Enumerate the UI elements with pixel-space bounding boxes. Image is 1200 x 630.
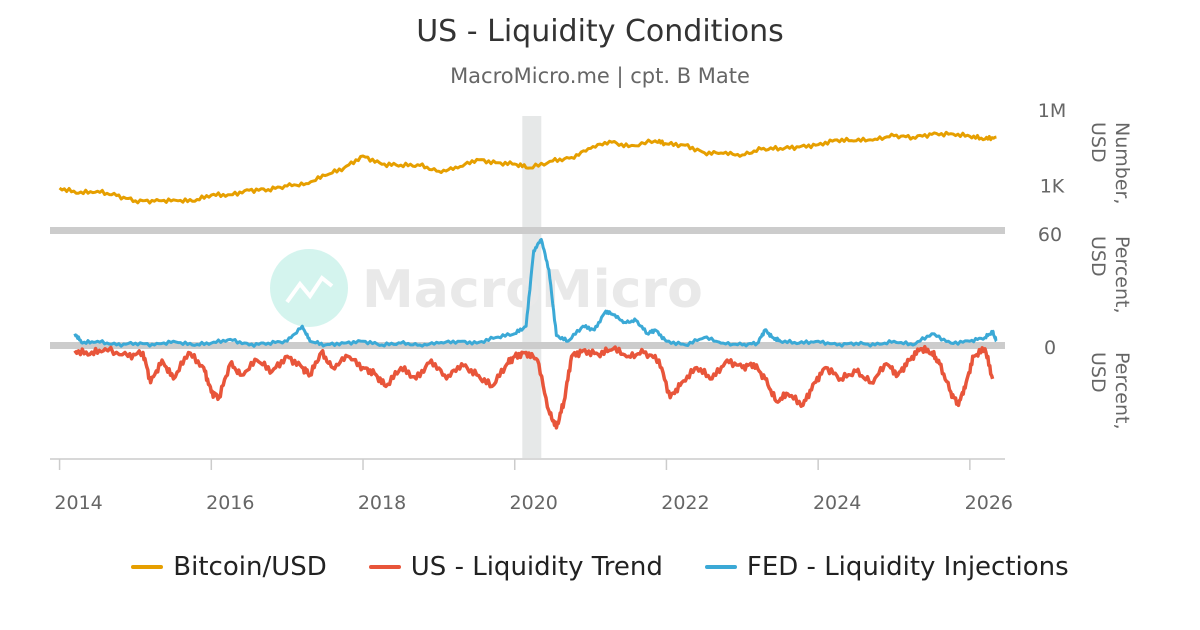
x-tick-label-2016: 2016 [206, 492, 254, 514]
y-tick-label-1M: 1M [1038, 100, 1066, 122]
chart-subtitle: MacroMicro.me | cpt. B Mate [450, 64, 750, 88]
legend-swatch-liquidity-trend [368, 565, 401, 569]
chart-title: US - Liquidity Conditions [416, 14, 784, 49]
zero-line [50, 342, 1005, 349]
y-tick-label-0: 0 [1044, 337, 1056, 359]
x-tick-label-2014: 2014 [54, 492, 102, 514]
panel-separator [50, 227, 1005, 234]
x-tick-label-2018: 2018 [358, 492, 406, 514]
watermark-chart-icon [285, 275, 334, 304]
recession-band [522, 116, 542, 458]
x-tick-label-2020: 2020 [510, 492, 558, 514]
legend-label-liquidity-trend: US - Liquidity Trend [410, 552, 663, 582]
legend-item-liquidity-trend[interactable]: US - Liquidity Trend [368, 552, 663, 582]
y-tick-label-1K: 1K [1040, 176, 1065, 198]
x-tick-label-2022: 2022 [661, 492, 709, 514]
y-tick-label-60: 60 [1038, 224, 1062, 246]
y-axis-title-middle: Percent,USD [1087, 236, 1133, 314]
legend-swatch-fed-injections [704, 565, 737, 569]
series-line-fed-injections [73, 238, 998, 348]
legend-item-bitcoin[interactable]: Bitcoin/USD [131, 552, 327, 582]
legend: Bitcoin/USD US - Liquidity Trend FED - L… [0, 552, 1200, 582]
legend-swatch-bitcoin [131, 565, 164, 569]
series-line-bitcoin [58, 130, 997, 205]
x-tick-label-2026: 2026 [965, 492, 1013, 514]
series-line-liquidity-trend [73, 344, 995, 430]
x-tick-label-2024: 2024 [813, 492, 861, 514]
y-axis-title-top: Number,USD [1087, 122, 1133, 204]
legend-label-fed-injections: FED - Liquidity Injections [746, 552, 1069, 582]
legend-label-bitcoin: Bitcoin/USD [173, 552, 327, 582]
watermark-logo-icon [270, 249, 348, 327]
legend-item-fed-injections[interactable]: FED - Liquidity Injections [704, 552, 1069, 582]
y-axis-title-bottom: Percent,USD [1087, 352, 1133, 430]
